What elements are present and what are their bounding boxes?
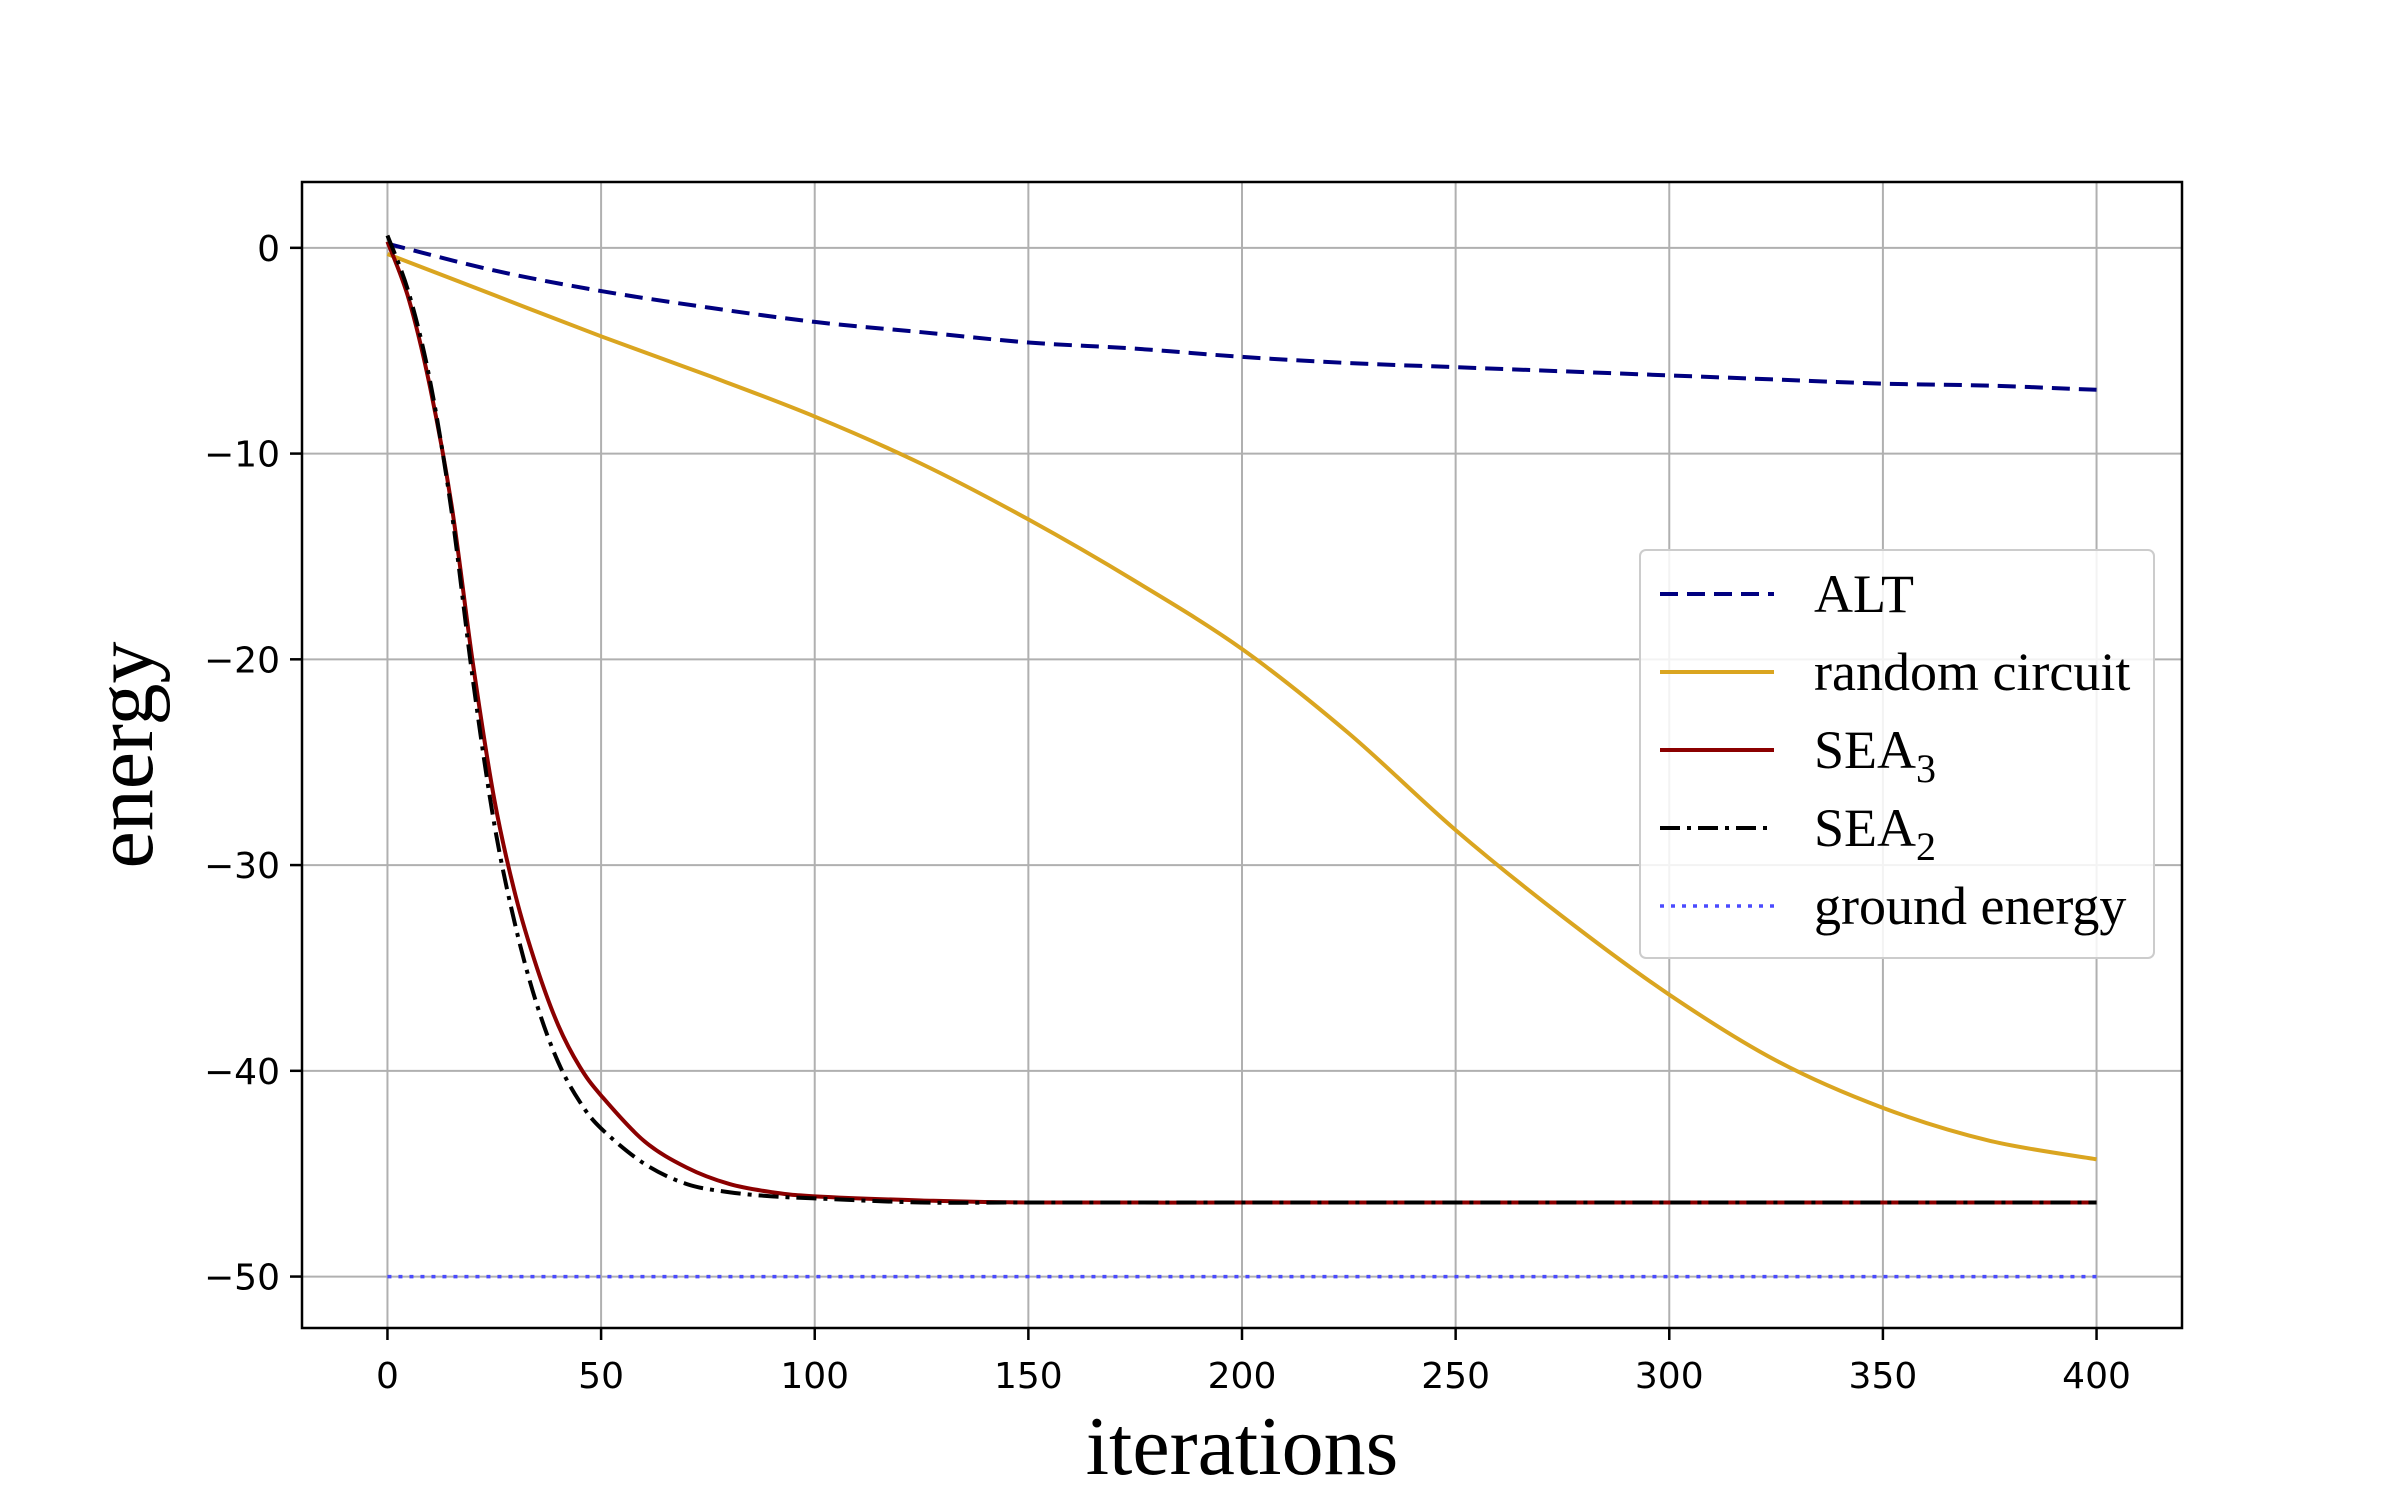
legend-label-4: ground energy [1814, 876, 2126, 936]
y-tick-label: −20 [204, 640, 280, 681]
legend-box [1639, 549, 2155, 959]
legend-label-0: ALT [1814, 564, 1914, 624]
x-tick-label: 300 [1635, 1356, 1704, 1397]
x-tick-label: 100 [780, 1356, 849, 1397]
y-tick-label: 0 [257, 229, 280, 270]
x-tick-label: 150 [994, 1356, 1063, 1397]
legend-label-3: SEA2 [1814, 798, 1936, 869]
series-line-1 [386, 252, 2097, 1162]
x-tick-label: 250 [1421, 1356, 1490, 1397]
series-line-3 [385, 234, 2097, 1205]
x-tick-label: 0 [376, 1356, 399, 1397]
x-tick-label: 200 [1208, 1356, 1277, 1397]
y-tick-label: −50 [204, 1258, 280, 1299]
y-tick-label: −30 [204, 846, 280, 887]
y-tick-label: −10 [204, 435, 280, 476]
ticks: 0 50 100 150 200 250 300 350 400 0 −10 −20 −30 −40 −50 [204, 229, 2131, 1397]
x-tick-label: 50 [578, 1356, 624, 1397]
x-tick-label: 400 [2062, 1356, 2131, 1397]
x-tick-label: 350 [1849, 1356, 1918, 1397]
legend-label-2: SEA3 [1814, 720, 1936, 791]
series-lines [385, 234, 2097, 1279]
y-tick-label: −40 [204, 1052, 280, 1093]
x-axis-title: iterations [1086, 1400, 1399, 1493]
legend-label-1: random circuit [1814, 642, 2130, 702]
y-axis-title: energy [78, 641, 171, 868]
